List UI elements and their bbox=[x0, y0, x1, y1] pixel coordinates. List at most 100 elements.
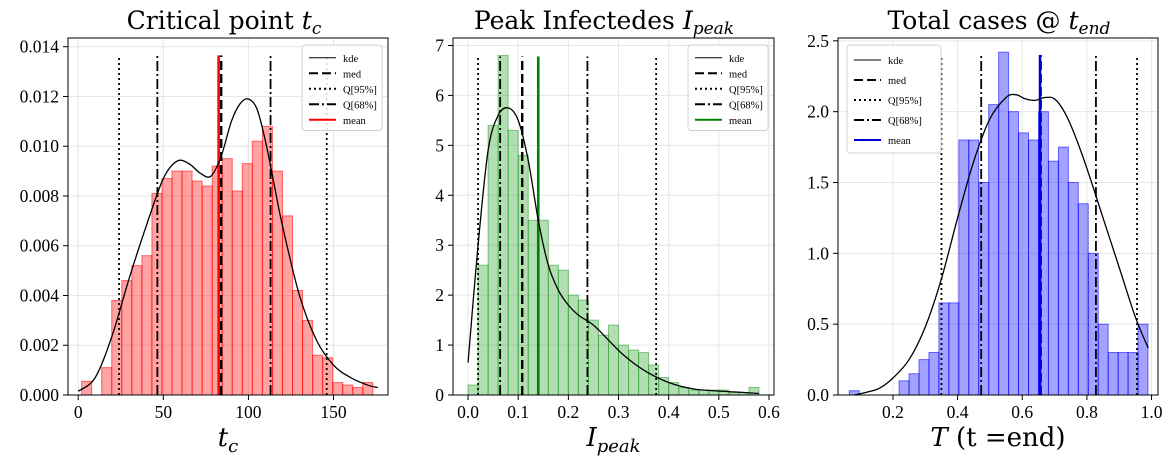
y-tick-label: 0.5 bbox=[807, 314, 829, 334]
histogram-bar bbox=[938, 302, 950, 396]
histogram-bar bbox=[557, 269, 569, 396]
y-tick-label: 2.5 bbox=[807, 31, 829, 51]
histogram-bar bbox=[607, 324, 620, 396]
chart-title: Peak Infectedes Ipeak bbox=[474, 6, 734, 39]
y-tick-label: 0.0 bbox=[807, 385, 829, 405]
legend-label: kde bbox=[888, 56, 904, 67]
legend: kde med Q[95%] Q[68%] mean bbox=[687, 44, 769, 131]
histogram-bar bbox=[1067, 182, 1079, 396]
kde-curve bbox=[467, 107, 759, 395]
histogram-bar bbox=[292, 290, 304, 396]
x-tick-label: 0.4 bbox=[947, 402, 969, 422]
y-tick-label: 0.004 bbox=[20, 285, 60, 305]
histogram-bar bbox=[968, 139, 980, 396]
kde-curve bbox=[77, 98, 378, 392]
histogram-bar bbox=[547, 264, 559, 396]
histogram-bar bbox=[251, 140, 263, 396]
x-tick-label: 0.2 bbox=[557, 402, 579, 422]
panel-total-cases: 0.2 0.4 0.6 0.8 1.0 0.0 0.5 1.0 1.5 2.0 2.5 Total c… bbox=[807, 6, 1163, 453]
histogram-bar bbox=[201, 185, 213, 396]
histogram-bar bbox=[231, 190, 243, 396]
legend-label: Q[68%] bbox=[888, 116, 922, 127]
histogram-bar bbox=[131, 265, 143, 396]
histogram-bar bbox=[688, 389, 700, 396]
legend: kde med Q[95%] Q[68%] mean bbox=[846, 44, 942, 154]
y-tick-label: 4 bbox=[435, 185, 444, 205]
histogram-bar bbox=[352, 387, 364, 396]
histogram-bar bbox=[1008, 111, 1020, 396]
histogram-bar bbox=[111, 299, 123, 396]
legend-label: mean bbox=[888, 136, 911, 147]
histogram-bar bbox=[467, 384, 479, 396]
x-tick-label: 0.0 bbox=[457, 402, 479, 422]
histogram-bar bbox=[978, 182, 990, 396]
histogram-bar bbox=[241, 163, 253, 396]
histogram-bar bbox=[948, 302, 960, 396]
histogram-bar bbox=[101, 367, 113, 396]
histogram-bar bbox=[507, 129, 519, 396]
x-tick-label: 0.8 bbox=[1076, 402, 1098, 422]
axes-frame bbox=[837, 37, 1159, 396]
x-tick-label: 0 bbox=[74, 402, 83, 422]
histogram-bar bbox=[928, 352, 940, 396]
panel-peak-infectedes: 0.0 0.1 0.2 0.3 0.4 0.5 0.6 0 1 2 3 4 5 6 7 Peak Infect… bbox=[435, 6, 780, 457]
y-tick-label: 0.002 bbox=[20, 335, 59, 355]
x-tick-label: 0.5 bbox=[708, 402, 730, 422]
legend-label: Q[95%] bbox=[729, 85, 763, 96]
y-tick-label: 1.0 bbox=[807, 243, 829, 263]
histogram-bar bbox=[628, 349, 640, 396]
chart-title: Critical point tc bbox=[127, 6, 322, 39]
x-axis-label: tc bbox=[218, 423, 239, 457]
legend-label: kde bbox=[729, 54, 745, 65]
x-axis-label: T (t =end) bbox=[930, 423, 1065, 453]
y-tick-label: 0.000 bbox=[20, 385, 60, 405]
legend-label: med bbox=[343, 69, 362, 80]
histogram-bar bbox=[281, 215, 294, 396]
chart-title: Total cases @ tend bbox=[888, 6, 1111, 39]
histogram-bars bbox=[848, 51, 1149, 396]
histogram-bar bbox=[1028, 139, 1039, 396]
histogram-bar bbox=[918, 359, 930, 396]
histogram-bar bbox=[1077, 203, 1089, 396]
histogram-bar bbox=[597, 334, 609, 396]
y-tick-label: 0 bbox=[435, 385, 444, 405]
histogram-bar bbox=[1018, 132, 1030, 396]
legend-label: Q[95%] bbox=[343, 85, 377, 96]
x-tick-label: 150 bbox=[320, 402, 347, 422]
histogram-bar bbox=[221, 158, 233, 396]
y-tick-label: 1 bbox=[435, 335, 444, 355]
y-tick-label: 0.006 bbox=[20, 236, 60, 256]
histogram-bar bbox=[141, 255, 153, 396]
y-tick-label: 2 bbox=[435, 285, 444, 305]
histogram-bar bbox=[1097, 323, 1109, 396]
x-tick-label: 0.6 bbox=[1011, 402, 1033, 422]
axes-frame bbox=[67, 37, 389, 396]
kde-curve bbox=[854, 93, 1149, 396]
legend-label: med bbox=[888, 76, 907, 87]
x-tick-label: 50 bbox=[155, 402, 173, 422]
histogram-bar bbox=[958, 139, 970, 396]
histogram-bar bbox=[678, 387, 690, 396]
histogram-bar bbox=[1117, 352, 1129, 396]
histogram-bar bbox=[1057, 146, 1069, 396]
histogram-bar bbox=[908, 373, 920, 396]
x-axis-label: Ipeak bbox=[585, 423, 640, 457]
legend-box bbox=[687, 44, 769, 131]
legend-label: mean bbox=[729, 116, 752, 127]
x-tick-label: 0.2 bbox=[882, 402, 904, 422]
x-tick-label: 0.3 bbox=[608, 402, 630, 422]
y-tick-label: 0.014 bbox=[20, 37, 60, 57]
x-tick-label: 0.4 bbox=[658, 402, 680, 422]
histogram-bar bbox=[587, 319, 599, 396]
panel-critical-point: 0 50 100 150 0.000 0.002 0.004 0.006 0.008 0.010 0… bbox=[20, 6, 389, 457]
y-tick-label: 2.0 bbox=[807, 102, 829, 122]
histogram-bar bbox=[898, 380, 910, 396]
histogram-bar bbox=[487, 124, 499, 396]
histogram-bar bbox=[648, 364, 660, 396]
legend-box bbox=[301, 44, 383, 131]
y-tick-label: 0.010 bbox=[20, 136, 60, 156]
histogram-bar bbox=[477, 264, 489, 396]
x-tick-label: 0.1 bbox=[507, 402, 529, 422]
y-tick-label: 0.008 bbox=[20, 186, 60, 206]
